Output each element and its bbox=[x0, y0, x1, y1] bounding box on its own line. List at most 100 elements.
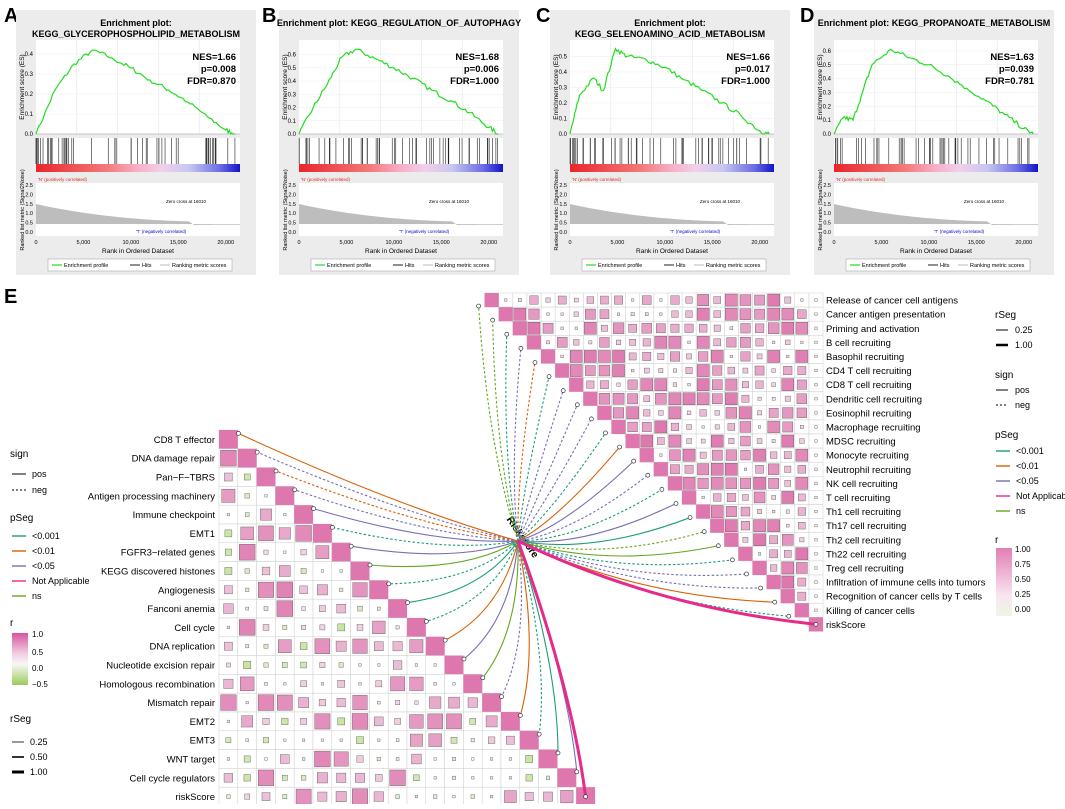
matrix-value-square bbox=[613, 407, 625, 419]
legend-left-rseg-item: 1.00 bbox=[30, 767, 48, 777]
rank-tick-label: 2.0 bbox=[559, 192, 567, 198]
matrix-value-square bbox=[506, 735, 515, 745]
matrix-value-square bbox=[517, 298, 522, 302]
legend-right-rseg-item: 1.00 bbox=[1015, 340, 1033, 350]
matrix-value-square bbox=[671, 310, 679, 318]
matrix-value-square bbox=[657, 353, 665, 360]
matrix-value-square bbox=[684, 323, 694, 333]
rank-tick-label: 1.0 bbox=[25, 211, 33, 217]
matrix-value-square bbox=[814, 355, 818, 358]
left-matrix-row-label: DNA damage repair bbox=[132, 454, 215, 465]
network-line bbox=[313, 508, 519, 542]
es-tick-label: 0.3 bbox=[25, 72, 34, 78]
negative-label: 'T' (negatively correlated) bbox=[670, 229, 721, 234]
network-line bbox=[501, 540, 523, 697]
matrix-value-square bbox=[318, 699, 326, 707]
matrix-value-square bbox=[612, 350, 625, 363]
matrix-diagonal-cell bbox=[407, 618, 426, 637]
panel-letter-a: A bbox=[4, 5, 18, 27]
matrix-value-square bbox=[727, 366, 735, 375]
zero-cross-label: Zero cross at 16010 bbox=[429, 199, 470, 204]
matrix-value-square bbox=[712, 393, 723, 404]
matrix-value-square bbox=[739, 294, 752, 306]
network-line bbox=[463, 540, 519, 660]
matrix-value-square bbox=[258, 581, 274, 598]
matrix-value-square bbox=[339, 569, 343, 573]
matrix-value-square bbox=[320, 682, 324, 686]
es-tick-label: 0.2 bbox=[25, 92, 34, 98]
network-node bbox=[617, 444, 622, 450]
network-node bbox=[659, 487, 665, 492]
matrix-diagonal-cell bbox=[482, 693, 501, 712]
matrix-value-square bbox=[682, 477, 696, 490]
matrix-value-square bbox=[655, 393, 667, 405]
positive-label: 'N' (positively correlated) bbox=[572, 177, 621, 182]
matrix-value-square bbox=[758, 425, 761, 429]
left-matrix-row-label: EMT3 bbox=[190, 736, 215, 747]
matrix-value-square bbox=[257, 694, 275, 711]
matrix-value-square bbox=[395, 700, 401, 706]
matrix-value-square bbox=[508, 776, 512, 780]
matrix-value-square bbox=[814, 496, 818, 499]
matrix-diagonal-cell bbox=[752, 560, 767, 575]
matrix-value-square bbox=[542, 322, 554, 334]
matrix-value-square bbox=[433, 757, 437, 761]
matrix-value-square bbox=[696, 336, 710, 349]
matrix-value-square bbox=[352, 695, 368, 711]
matrix-value-square bbox=[686, 410, 692, 415]
zero-cross-label: Zero cross at 16010 bbox=[964, 199, 1005, 204]
left-matrix-row-label: CD8 T effector bbox=[154, 435, 215, 446]
matrix-value-square bbox=[740, 450, 751, 461]
rank-colorbar bbox=[299, 164, 503, 172]
matrix-value-square bbox=[699, 451, 707, 459]
matrix-value-square bbox=[786, 355, 790, 358]
matrix-value-square bbox=[395, 794, 400, 799]
matrix-value-square bbox=[782, 534, 794, 546]
matrix-value-square bbox=[490, 757, 494, 761]
p-value-label: p=0.017 bbox=[735, 64, 770, 75]
matrix-value-square bbox=[727, 423, 736, 431]
legend-right-rseg-title: rSeg bbox=[995, 310, 1016, 321]
matrix-value-square bbox=[685, 367, 693, 374]
es-tick-label: 0.3 bbox=[823, 90, 832, 96]
matrix-value-square bbox=[314, 750, 331, 768]
matrix-value-square bbox=[626, 406, 639, 420]
matrix-value-square bbox=[433, 776, 437, 780]
matrix-value-square bbox=[257, 769, 275, 786]
matrix-value-square bbox=[556, 337, 568, 348]
positive-label: 'N' (positively correlated) bbox=[38, 177, 87, 182]
matrix-value-square bbox=[657, 437, 665, 445]
es-tick-label: 0.5 bbox=[288, 66, 297, 72]
matrix-value-square bbox=[264, 494, 268, 498]
pseg-label: Not Applicable bbox=[32, 576, 90, 586]
network-node bbox=[645, 472, 651, 478]
es-plot-area bbox=[36, 40, 240, 134]
rank-tick-label: 1.5 bbox=[288, 202, 296, 208]
matrix-value-square bbox=[700, 438, 706, 444]
rank-ylabel: Ranked list metric (Signal2Noise) bbox=[818, 169, 824, 250]
network-node bbox=[311, 506, 316, 511]
left-matrix-row-label: FGFR3−related genes bbox=[121, 548, 216, 559]
matrix-value-square bbox=[545, 297, 551, 303]
network-node bbox=[236, 431, 241, 436]
matrix-value-square bbox=[470, 738, 475, 743]
matrix-diagonal-cell bbox=[498, 307, 513, 322]
left-matrix-row-label: KEGG discovered histones bbox=[101, 567, 215, 578]
matrix-value-square bbox=[755, 338, 764, 347]
matrix-value-square bbox=[754, 308, 765, 320]
matrix-value-square bbox=[697, 294, 710, 306]
matrix-value-square bbox=[244, 493, 250, 499]
matrix-value-square bbox=[409, 639, 424, 654]
network-node bbox=[386, 581, 392, 587]
legend-right-r-title: r bbox=[995, 535, 999, 546]
matrix-value-square bbox=[726, 337, 737, 348]
right-matrix-row-label: Recognition of cancer cells by T cells bbox=[826, 592, 982, 603]
matrix-diagonal-cell bbox=[313, 524, 332, 543]
network-line bbox=[369, 540, 519, 568]
matrix-value-square bbox=[642, 352, 652, 361]
matrix-diagonal-cell bbox=[555, 363, 570, 378]
left-matrix-row-label: Angiogenesis bbox=[158, 585, 215, 596]
pseg-label: <0.05 bbox=[32, 561, 55, 571]
matrix-value-square bbox=[298, 697, 309, 708]
network-line bbox=[517, 460, 635, 542]
